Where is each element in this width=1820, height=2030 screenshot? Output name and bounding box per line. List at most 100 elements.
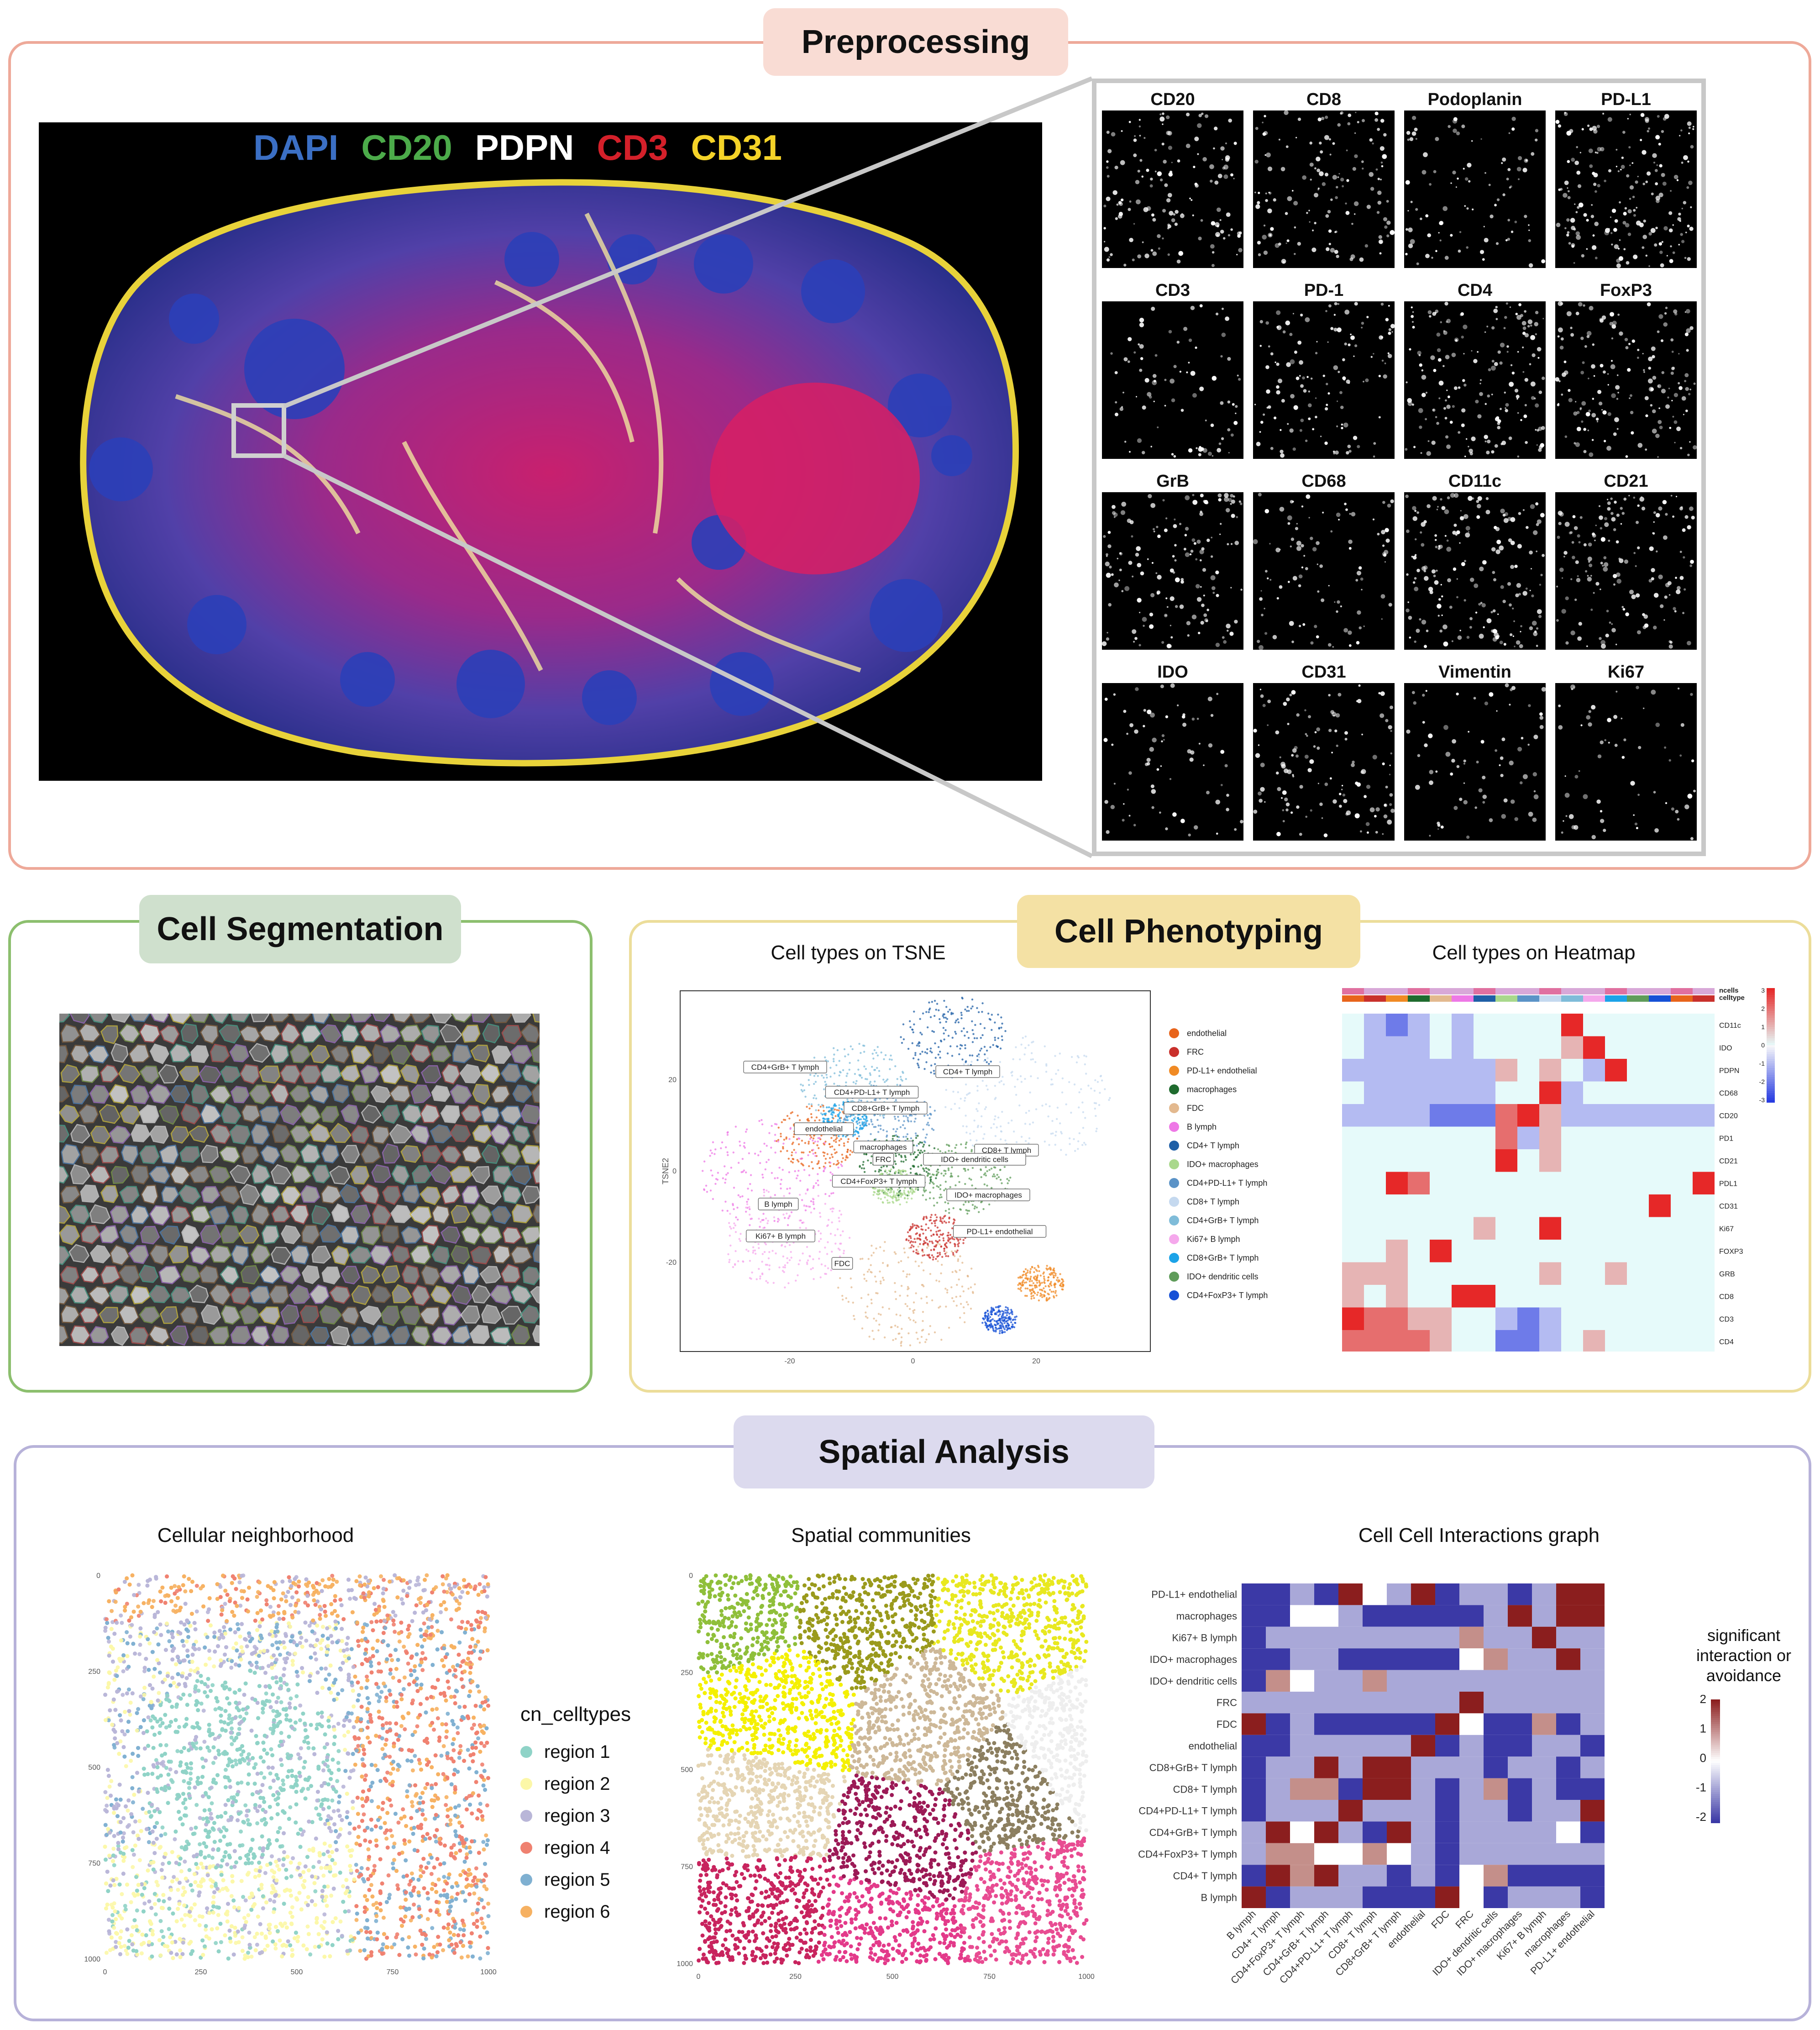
marker-speckle xyxy=(1511,231,1514,233)
tsne-point xyxy=(1095,1130,1097,1132)
tsne-point xyxy=(1024,1140,1027,1142)
marker-speckle xyxy=(1612,574,1617,578)
tsne-x-tick: 20 xyxy=(1032,1357,1040,1365)
tsne-point xyxy=(867,1159,869,1162)
marker-speckle xyxy=(1476,504,1481,509)
marker-speckle xyxy=(1305,733,1307,736)
tsne-point xyxy=(912,1031,914,1034)
marker-speckle xyxy=(1139,344,1144,349)
marker-speckle xyxy=(1377,532,1380,536)
marker-speckle xyxy=(1221,332,1226,337)
marker-speckle xyxy=(1602,370,1606,374)
marker-speckle xyxy=(1424,576,1429,581)
tsne-point xyxy=(913,1245,915,1248)
marker-speckle xyxy=(1230,503,1232,505)
tsne-point xyxy=(784,1217,786,1219)
marker-speckle xyxy=(1619,201,1621,204)
marker-speckle xyxy=(1653,791,1656,794)
tsne-point xyxy=(749,1183,751,1185)
tsne-point xyxy=(906,1138,909,1140)
marker-speckle xyxy=(1107,149,1112,153)
segmented-cell xyxy=(80,1145,100,1165)
marker-speckle xyxy=(1110,352,1113,355)
segmented-cell xyxy=(461,1145,483,1163)
marker-speckle xyxy=(1537,609,1542,614)
marker-speckle xyxy=(1624,207,1627,210)
tsne-point xyxy=(879,1280,882,1283)
tsne-point xyxy=(920,1164,923,1167)
tsne-point xyxy=(752,1250,755,1252)
tsne-point xyxy=(737,1260,740,1262)
marker-speckle xyxy=(1316,727,1321,731)
tsne-point xyxy=(935,1240,937,1242)
marker-speckle xyxy=(1423,569,1427,573)
marker-speckle xyxy=(1504,391,1506,394)
marker-speckle xyxy=(1559,345,1564,350)
marker-speckle xyxy=(1622,131,1626,134)
tsne-point xyxy=(816,1163,818,1165)
marker-speckle xyxy=(1423,152,1428,158)
tsne-point xyxy=(923,1068,926,1070)
tsne-point xyxy=(971,998,974,1001)
marker-speckle xyxy=(1616,513,1620,517)
tsne-point xyxy=(818,1119,821,1121)
tsne-point xyxy=(960,1014,963,1016)
tsne-point xyxy=(922,1128,924,1131)
tsne-point xyxy=(964,1097,966,1099)
segmented-cell xyxy=(309,1326,330,1344)
tsne-point xyxy=(801,1090,804,1093)
tsne-point xyxy=(942,1233,944,1235)
marker-speckle xyxy=(1661,371,1664,374)
tsne-point xyxy=(889,1195,892,1198)
marker-speckle xyxy=(1629,397,1631,399)
segmented-cell xyxy=(431,1014,452,1024)
segmented-cell xyxy=(500,1063,522,1083)
marker-speckle xyxy=(1458,249,1461,253)
marker-speckle xyxy=(1461,408,1466,413)
marker-speckle xyxy=(1486,326,1489,328)
segmented-cell xyxy=(239,1304,260,1325)
marker-speckle xyxy=(1174,559,1177,562)
segmented-cell xyxy=(510,1165,532,1185)
tsne-point xyxy=(965,1301,968,1304)
segmented-cell xyxy=(532,1244,540,1263)
marker-speckle xyxy=(1476,500,1479,503)
tsne-point xyxy=(808,1103,810,1105)
tsne-point xyxy=(944,1029,947,1031)
tsne-point xyxy=(1044,1140,1046,1143)
segmented-cell xyxy=(69,1014,90,1024)
marker-speckle xyxy=(1216,693,1219,695)
marker-speckle xyxy=(1123,710,1127,713)
tsne-point xyxy=(1094,1107,1096,1110)
tsne-point xyxy=(999,1047,1002,1050)
marker-speckle xyxy=(1289,428,1294,433)
tsne-point xyxy=(927,1114,929,1116)
marker-speckle xyxy=(1336,425,1338,427)
marker-speckle xyxy=(1592,343,1594,346)
tsne-point xyxy=(874,1080,876,1083)
tsne-point xyxy=(745,1248,748,1251)
tsne-point xyxy=(904,1303,907,1305)
marker-speckle xyxy=(1331,752,1333,754)
tsne-point xyxy=(830,1192,833,1195)
marker-speckle xyxy=(1532,353,1536,358)
tsne-point xyxy=(961,1262,964,1264)
tsne-point xyxy=(897,1326,899,1328)
marker-speckle xyxy=(1151,806,1154,809)
marker-speckle xyxy=(1324,782,1328,786)
tsne-point xyxy=(984,1108,986,1110)
tsne-point xyxy=(845,1155,848,1157)
marker-speckle xyxy=(1496,198,1500,201)
marker-speckle xyxy=(1604,230,1610,236)
tsne-point xyxy=(836,1137,838,1139)
marker-speckle xyxy=(1415,138,1417,140)
marker-image xyxy=(1404,110,1546,268)
marker-speckle xyxy=(1344,731,1348,735)
tsne-point xyxy=(829,1232,832,1235)
tsne-point xyxy=(777,1126,780,1129)
tsne-point xyxy=(1059,1122,1061,1125)
tsne-point xyxy=(951,1166,953,1168)
marker-speckle xyxy=(1608,169,1612,173)
tsne-point xyxy=(1045,1064,1048,1067)
tsne-point xyxy=(917,1154,919,1156)
